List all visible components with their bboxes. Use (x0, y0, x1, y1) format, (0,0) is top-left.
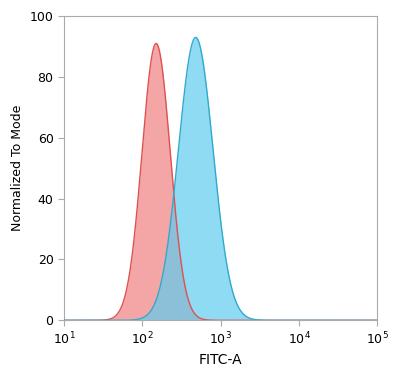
Y-axis label: Normalized To Mode: Normalized To Mode (11, 105, 24, 231)
X-axis label: FITC-A: FITC-A (199, 353, 242, 367)
